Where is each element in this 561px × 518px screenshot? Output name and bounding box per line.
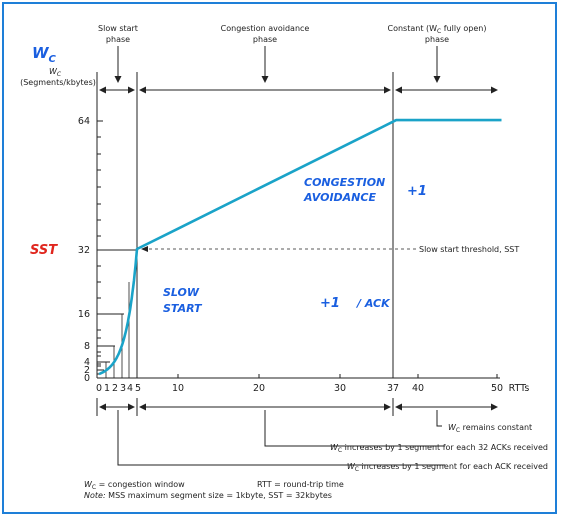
x-tick-label-20: 20 (253, 383, 265, 394)
phase-constant-line1: Constant (WC fully open) (388, 24, 487, 35)
y-tick-label-8: 8 (84, 341, 90, 352)
x-tick-label-5: 5 (135, 383, 141, 394)
handwritten-start: START (163, 302, 203, 315)
x-tick-label-50: 50 (491, 383, 503, 394)
legend-rtt: RTT = round-trip time (257, 480, 344, 489)
phase-slow-start-line2: phase (106, 35, 130, 44)
note-ss: WC increases by 1 segment for each ACK r… (347, 462, 548, 473)
y-axis-label: (Segments/kbytes) (20, 78, 96, 87)
y-tick-label-32: 32 (78, 245, 90, 256)
phase-congestion-avoidance-line2: phase (253, 35, 277, 44)
x-tick-label-3: 3 (120, 383, 126, 394)
y-minor-ticks (97, 136, 101, 375)
phase-constant-line2: phase (425, 35, 449, 44)
threshold-arrowhead (141, 246, 148, 252)
x-tick-label-37: 37 (387, 383, 399, 394)
handwritten-plus-one-ss: +1 (320, 296, 340, 311)
callout-ss (117, 410, 445, 466)
note-ca: WC increases by 1 segment for each 32 AC… (330, 443, 548, 454)
handwritten-wc: WC (32, 44, 57, 65)
callout-ca (264, 410, 445, 447)
x-axis-label: RTTs (509, 383, 530, 394)
y-tick-label-16: 16 (78, 309, 90, 320)
x-tick-label-4: 4 (127, 383, 133, 394)
handwritten-sst: SST (30, 243, 58, 258)
handwritten-avoidance: AVOIDANCE (303, 191, 376, 204)
x-tick-label-2: 2 (112, 383, 118, 394)
callout-constant (436, 410, 442, 427)
y-tick-label-0: 0 (84, 373, 90, 384)
threshold-label: Slow start threshold, SST (419, 245, 519, 254)
x-tick-label-1: 1 (104, 383, 110, 394)
y-tick-label-64: 64 (78, 116, 90, 127)
y-tick-label-2: 2 (84, 365, 90, 376)
x-ticks (177, 374, 498, 378)
handwritten-congestion: CONGESTION (304, 176, 385, 189)
x-tick-label-0: 0 (96, 383, 102, 394)
note-constant: WC remains constant (448, 423, 532, 434)
handwritten-plus-one-ca: +1 (407, 184, 427, 199)
phase-slow-start-line1: Slow start (98, 24, 138, 33)
handwritten-slow: SLOW (163, 286, 200, 299)
handwritten-per-ack: / ACK (355, 297, 391, 310)
congestion-window-curve (98, 118, 502, 376)
x-tick-label-40: 40 (412, 383, 424, 394)
y-axis-symbol: WC (49, 67, 62, 78)
x-tick-label-30: 30 (334, 383, 346, 394)
x-tick-label-10: 10 (172, 383, 184, 394)
legend-note: Note: MSS maximum segment size = 1kbyte,… (84, 491, 332, 500)
y-tick-label-4: 4 (84, 357, 90, 368)
legend-wc: WC = congestion window (84, 480, 185, 491)
phase-congestion-avoidance-line1: Congestion avoidance (221, 24, 310, 33)
